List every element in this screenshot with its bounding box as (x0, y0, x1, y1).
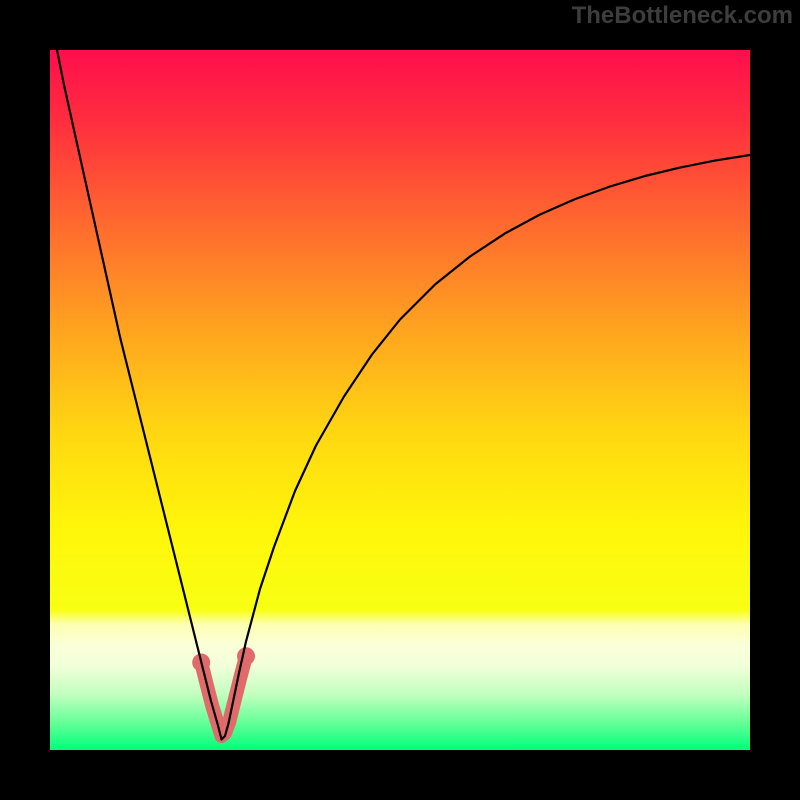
bottleneck-curve (50, 50, 750, 740)
watermark-text: TheBottleneck.com (572, 2, 793, 30)
chart-svg (50, 50, 750, 750)
chart-plot-area (50, 50, 750, 750)
marker-cluster-endpoint-1 (237, 647, 255, 665)
